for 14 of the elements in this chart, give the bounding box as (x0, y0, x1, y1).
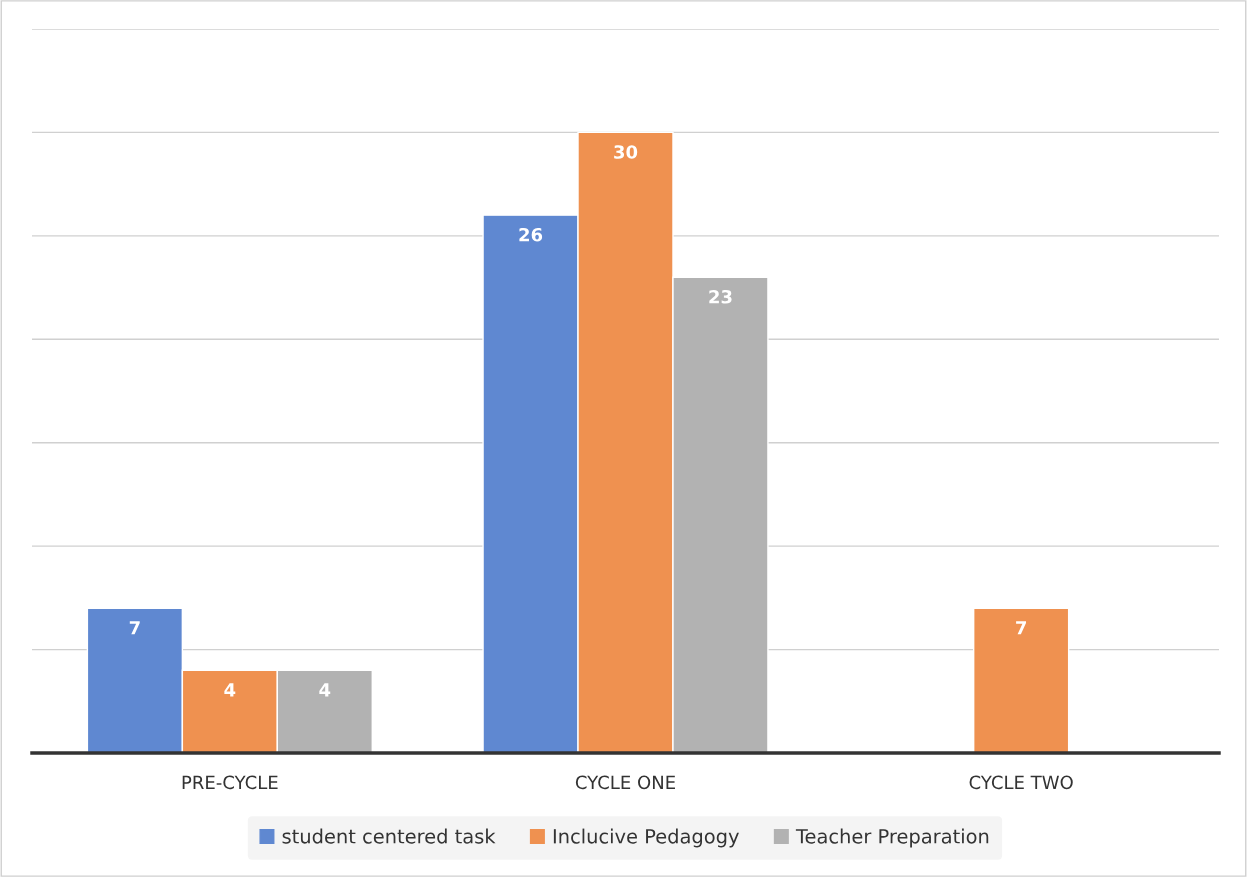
x-tick-label: CYCLE ONE (575, 775, 675, 790)
legend-label: student centered task (282, 828, 496, 844)
data-label: 23 (709, 289, 732, 304)
data-label: 7 (1016, 621, 1027, 635)
bar (972, 607, 1070, 753)
x-tick-label: CYCLE TWO (969, 775, 1073, 790)
data-label: 26 (519, 227, 543, 242)
data-label: 4 (224, 683, 236, 697)
data-label: 30 (614, 145, 638, 159)
legend-label: Teacher Preparation (795, 828, 989, 848)
data-label: 7 (129, 621, 140, 635)
x-tick-label: PRE-CYCLE (182, 775, 278, 790)
legend-label: Inclucive Pedagogy (553, 828, 739, 848)
data-label: 4 (319, 683, 331, 697)
